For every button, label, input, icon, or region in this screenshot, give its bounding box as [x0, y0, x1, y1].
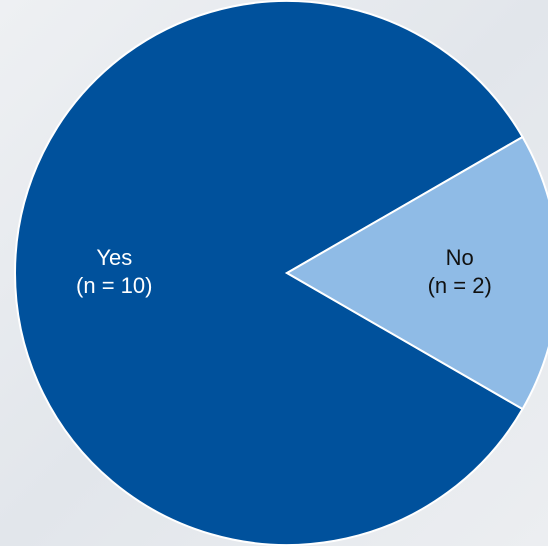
pie: Yes (n = 10) No (n = 2) — [14, 0, 548, 546]
pie-slice — [284, 135, 548, 411]
pie-slice — [14, 0, 524, 546]
slice-label: Yes — [96, 245, 132, 270]
slice-label: No — [446, 245, 474, 270]
value-label: (n = 2) — [428, 273, 492, 298]
value-label: (n = 10) — [76, 273, 152, 298]
